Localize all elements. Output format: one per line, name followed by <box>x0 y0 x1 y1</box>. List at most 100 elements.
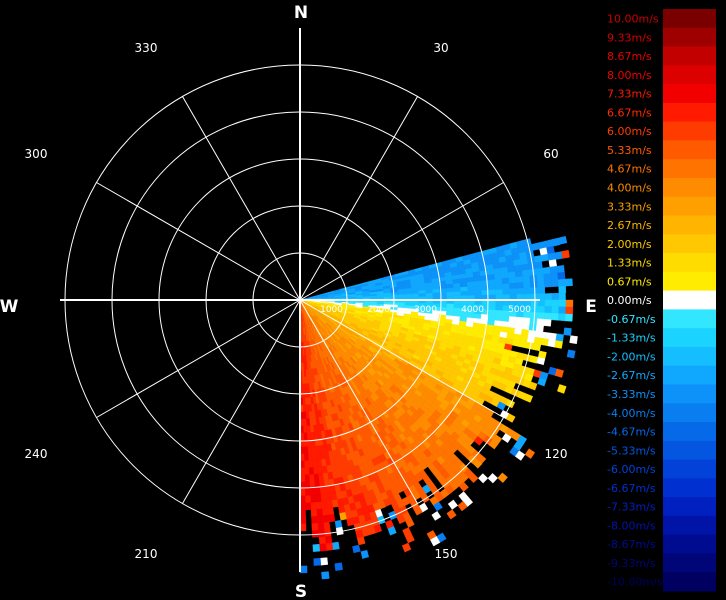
echo-cell <box>535 383 545 394</box>
echo-cell <box>447 499 458 510</box>
echo-cell <box>515 316 524 324</box>
colorbar-label: 4.67m/s <box>607 163 652 176</box>
echo-cell <box>565 299 574 308</box>
echo-cell <box>318 473 325 482</box>
echo-cell <box>488 309 496 316</box>
azimuth-spoke <box>96 182 301 301</box>
echo-cell <box>321 507 329 517</box>
echo-cell <box>468 472 479 484</box>
echo-cell <box>550 272 559 281</box>
echo-cell <box>487 274 496 281</box>
echo-cell <box>535 267 544 276</box>
echo-cell <box>411 293 420 298</box>
colorbar-label: 3.33m/s <box>607 200 652 213</box>
echo-cell <box>302 418 307 427</box>
echo-cell <box>308 460 314 469</box>
echo-cell <box>505 413 516 423</box>
echo-cell <box>303 446 309 455</box>
echo-cell <box>515 276 524 284</box>
colorbar-label: -4.67m/s <box>607 426 656 439</box>
echo-cell <box>474 285 483 292</box>
echo-cell <box>557 313 566 322</box>
echo-cell <box>549 265 558 274</box>
echo-cell <box>312 543 321 552</box>
azimuth-spoke <box>96 299 301 418</box>
colorbar-swatch <box>663 9 716 29</box>
echo-cell <box>446 509 457 520</box>
echo-cell <box>305 411 310 420</box>
echo-cell <box>303 425 308 434</box>
colorbar-swatch <box>663 403 716 423</box>
echo-cell <box>318 543 327 552</box>
echo-cell <box>500 266 509 274</box>
echo-cell <box>310 502 317 510</box>
echo-cell <box>321 571 330 580</box>
echo-cell <box>377 559 387 569</box>
echo-cell <box>548 332 558 341</box>
echo-cell <box>307 453 313 462</box>
echo-cell <box>304 474 310 483</box>
echo-cell <box>547 339 557 348</box>
echo-cell <box>477 473 489 484</box>
echo-cell <box>501 433 512 443</box>
range-label: 1000 <box>320 305 343 315</box>
echo-cell <box>452 282 461 289</box>
colorbar-label: 10.00m/s <box>607 13 659 26</box>
echo-cell <box>315 501 323 510</box>
echo-cell <box>346 517 355 527</box>
echo-cell <box>523 287 532 295</box>
echo-cell <box>551 306 560 314</box>
velocity-echo-field <box>299 236 580 580</box>
echo-cell <box>308 467 314 476</box>
echo-cell <box>488 284 496 291</box>
colorbar-swatch <box>663 102 716 123</box>
echo-cell <box>311 516 318 524</box>
echo-cell <box>550 279 559 288</box>
echo-cell <box>314 487 321 496</box>
colorbar-label: 9.33m/s <box>607 31 652 44</box>
colorbar-label: 2.00m/s <box>607 238 652 251</box>
echo-cell <box>318 536 326 545</box>
echo-cell <box>308 474 315 483</box>
echo-cell <box>320 557 329 566</box>
echo-cell <box>335 526 344 536</box>
echo-cell <box>446 287 455 293</box>
echo-cell <box>565 306 574 315</box>
bearing-label-30: 30 <box>433 41 448 55</box>
echo-cell <box>537 280 545 288</box>
echo-cell <box>522 317 531 325</box>
echo-cell <box>304 488 311 497</box>
echo-cell <box>558 306 567 315</box>
echo-cell <box>459 282 468 288</box>
colorbar-label: -3.33m/s <box>607 388 656 401</box>
echo-cell <box>514 264 523 272</box>
echo-cell <box>558 299 567 308</box>
echo-cell <box>507 265 516 273</box>
echo-cell <box>566 349 576 359</box>
echo-cell <box>303 432 308 441</box>
echo-cell <box>302 411 307 420</box>
echo-cell <box>557 271 566 280</box>
colorbar-label: -6.67m/s <box>607 482 656 495</box>
azimuth-spoke <box>299 182 504 301</box>
echo-cell <box>518 340 528 349</box>
echo-cell <box>313 557 322 566</box>
echo-cell <box>404 293 413 298</box>
colorbar-swatch <box>663 346 716 367</box>
echo-cell <box>309 488 316 496</box>
echo-cell <box>425 292 434 297</box>
compass-south-label: S <box>295 582 307 600</box>
colorbar-swatch <box>663 159 716 179</box>
echo-cell <box>305 502 312 511</box>
echo-cell <box>540 253 550 262</box>
echo-cell <box>334 519 343 529</box>
compass-west-label: W <box>0 297 19 317</box>
range-ring-grid <box>60 28 540 572</box>
echo-cell <box>396 514 406 525</box>
echo-cell <box>488 289 497 296</box>
colorbar-swatch <box>663 84 716 104</box>
echo-cell <box>554 251 563 260</box>
echo-cell <box>551 299 560 308</box>
echo-cell <box>495 283 503 290</box>
echo-cell <box>488 439 499 450</box>
